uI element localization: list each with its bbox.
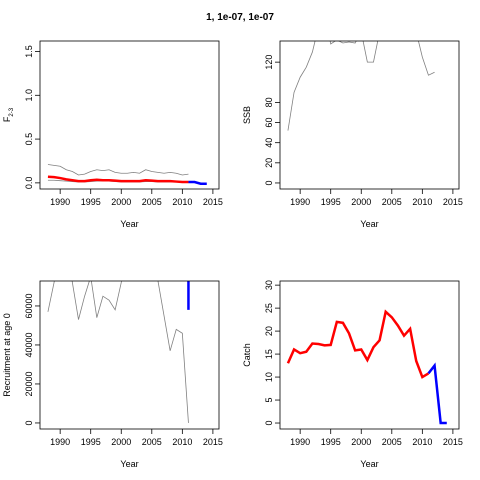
plot-area xyxy=(47,164,207,185)
y-tick-label: 40000 xyxy=(24,332,34,357)
series-line xyxy=(47,175,189,184)
x-tick-label: 2005 xyxy=(382,197,402,207)
y-axis-label: F2-3 xyxy=(2,107,15,122)
series-line xyxy=(287,41,435,131)
x-tick-label: 2000 xyxy=(351,197,371,207)
plot-box xyxy=(39,280,220,430)
x-tick-label: 2010 xyxy=(412,437,432,447)
x-tick-label: 2010 xyxy=(172,197,192,207)
x-tick-label: 2015 xyxy=(443,197,463,207)
x-tick-label: 2010 xyxy=(172,437,192,447)
x-tick-label: 2015 xyxy=(443,437,463,447)
x-tick-label: 2000 xyxy=(351,437,371,447)
y-tick-label: 60 xyxy=(264,118,274,128)
y-tick-label: 10 xyxy=(264,372,274,382)
y-tick-label: 1.0 xyxy=(24,89,34,102)
y-axis-label: Catch xyxy=(242,343,252,367)
x-tick-label: 2000 xyxy=(111,437,131,447)
y-axis-label-main: Catch xyxy=(242,343,252,367)
plot-box xyxy=(279,280,460,430)
y-axis-label-main: SSB xyxy=(242,106,252,124)
x-tick-label: 1995 xyxy=(321,437,341,447)
x-tick-label: 2005 xyxy=(142,437,162,447)
series-line xyxy=(47,281,189,423)
plot-area xyxy=(47,281,190,423)
x-tick-label: 1995 xyxy=(321,197,341,207)
plot-box xyxy=(279,40,460,190)
y-tick-label: 0 xyxy=(264,180,274,185)
y-tick-label: 25 xyxy=(264,303,274,313)
x-tick-label: 1995 xyxy=(81,197,101,207)
y-tick-label: 40 xyxy=(264,138,274,148)
y-tick-label: 120 xyxy=(264,55,274,70)
y-tick-label: 1.5 xyxy=(24,45,34,58)
y-axis-label: SSB xyxy=(242,106,252,124)
x-tick-label: 2015 xyxy=(203,437,223,447)
y-tick-label: 80 xyxy=(264,97,274,107)
series-line xyxy=(427,362,447,425)
y-axis-label-main: Recruitment at age 0 xyxy=(2,313,12,397)
y-tick-label: 30 xyxy=(264,280,274,290)
y-tick-label: 0.5 xyxy=(24,133,34,146)
x-tick-label: 2000 xyxy=(111,197,131,207)
x-tick-label: 1990 xyxy=(290,437,310,447)
x-tick-label: 1990 xyxy=(50,437,70,447)
y-tick-label: 60000 xyxy=(24,293,34,318)
plot-area xyxy=(287,41,435,131)
y-tick-label: 20 xyxy=(264,326,274,336)
series-line xyxy=(188,180,207,185)
x-tick-label: 2010 xyxy=(412,197,432,207)
x-axis-label: Year xyxy=(360,219,378,229)
x-axis-label: Year xyxy=(120,459,138,469)
x-tick-label: 1990 xyxy=(50,197,70,207)
y-axis-label-sub: 2-3 xyxy=(9,107,15,116)
y-tick-label: 0 xyxy=(264,421,274,426)
series-line xyxy=(286,309,430,379)
y-tick-label: 5 xyxy=(264,398,274,403)
y-axis-label: Recruitment at age 0 xyxy=(2,313,12,397)
x-tick-label: 2015 xyxy=(203,197,223,207)
series-line xyxy=(47,164,189,176)
y-axis-label-main: F xyxy=(2,116,12,122)
x-tick-label: 2005 xyxy=(382,437,402,447)
y-tick-label: 15 xyxy=(264,349,274,359)
x-tick-label: 1995 xyxy=(81,437,101,447)
y-tick-label: 20 xyxy=(264,158,274,168)
y-tick-label: 0.0 xyxy=(24,177,34,190)
plot-box xyxy=(39,40,220,190)
x-tick-label: 2005 xyxy=(142,197,162,207)
figure-title: 1, 1e-07, 1e-07 xyxy=(206,12,274,23)
y-tick-label: 20000 xyxy=(24,371,34,396)
plot-area xyxy=(286,309,447,425)
x-axis-label: Year xyxy=(360,459,378,469)
x-axis-label: Year xyxy=(120,219,138,229)
y-tick-label: 0 xyxy=(24,420,34,425)
x-tick-label: 1990 xyxy=(290,197,310,207)
